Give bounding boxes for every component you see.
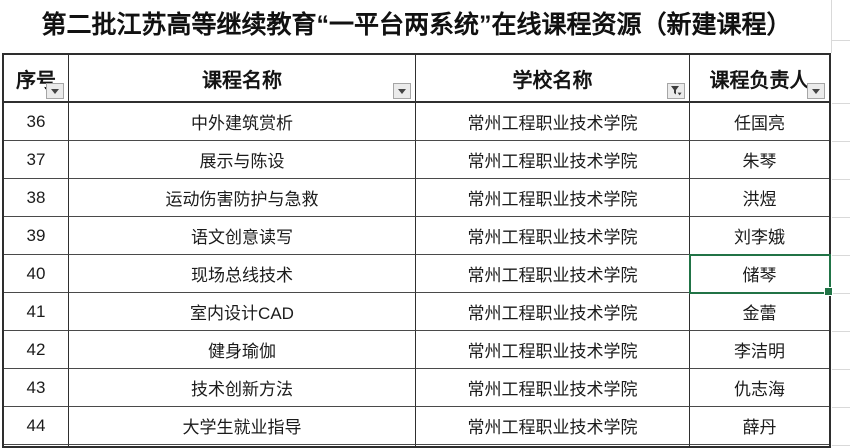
filter-dropdown-button-leader[interactable]	[807, 83, 825, 99]
header-label-leader: 课程负责人	[709, 69, 810, 92]
header-cell-school[interactable]: 学校名称	[416, 55, 690, 103]
cell-course-row-38[interactable]: 运动伤害防护与急救	[69, 179, 416, 217]
cell-no-row-37[interactable]: 37	[4, 141, 69, 179]
dropdown-arrow-icon	[51, 88, 59, 94]
filter-applied-icon	[671, 86, 682, 96]
cell-leader-row-41[interactable]: 金蕾	[690, 293, 829, 331]
dropdown-arrow-icon	[398, 88, 406, 94]
cell-empty[interactable]	[4, 445, 69, 446]
cell-no-row-38[interactable]: 38	[4, 179, 69, 217]
cell-no-row-39[interactable]: 39	[4, 217, 69, 255]
gridline	[832, 407, 850, 408]
header-label-course: 课程名称	[202, 69, 282, 92]
gridline	[832, 179, 850, 180]
gridline	[832, 445, 850, 446]
cell-course-row-44[interactable]: 大学生就业指导	[69, 407, 416, 445]
cell-empty[interactable]	[416, 445, 690, 446]
cell-school-row-39[interactable]: 常州工程职业技术学院	[416, 217, 690, 255]
cell-leader-row-36[interactable]: 任国亮	[690, 103, 829, 141]
gridline	[832, 293, 850, 294]
filter-dropdown-button-no[interactable]	[46, 83, 64, 99]
header-cell-no[interactable]: 序号	[4, 55, 69, 103]
cell-course-row-42[interactable]: 健身瑜伽	[69, 331, 416, 369]
cell-school-row-37[interactable]: 常州工程职业技术学院	[416, 141, 690, 179]
cell-school-row-38[interactable]: 常州工程职业技术学院	[416, 179, 690, 217]
cell-empty[interactable]	[690, 445, 829, 446]
cell-leader-row-44[interactable]: 薛丹	[690, 407, 829, 445]
gridline	[832, 40, 850, 41]
gridline	[832, 255, 850, 256]
gridline	[832, 103, 850, 104]
cell-school-row-40[interactable]: 常州工程职业技术学院	[416, 255, 690, 293]
gridline	[832, 331, 850, 332]
cell-no-row-41[interactable]: 41	[4, 293, 69, 331]
gridline	[832, 369, 850, 370]
header-cell-course[interactable]: 课程名称	[69, 55, 416, 103]
gridline	[831, 0, 832, 53]
gridline	[832, 217, 850, 218]
cell-leader-row-40[interactable]: 储琴	[690, 255, 829, 293]
cell-no-row-43[interactable]: 43	[4, 369, 69, 407]
cell-school-row-36[interactable]: 常州工程职业技术学院	[416, 103, 690, 141]
course-table: 序号 课程名称 学校名称 课程负责人	[2, 53, 831, 448]
cell-no-row-40[interactable]: 40	[4, 255, 69, 293]
cell-no-row-36[interactable]: 36	[4, 103, 69, 141]
filter-dropdown-button-course[interactable]	[393, 83, 411, 99]
header-label-school: 学校名称	[512, 69, 593, 92]
cell-leader-row-43[interactable]: 仇志海	[690, 369, 829, 407]
cell-school-row-41[interactable]: 常州工程职业技术学院	[416, 293, 690, 331]
gridline	[832, 141, 850, 142]
sheet-title-cell[interactable]: 第二批江苏高等继续教育“一平台两系统”在线课程资源（新建课程）	[41, 11, 792, 39]
cell-course-row-41[interactable]: 室内设计CAD	[69, 293, 416, 331]
cell-course-row-40[interactable]: 现场总线技术	[69, 255, 416, 293]
fill-handle[interactable]	[824, 287, 833, 296]
cell-leader-row-38[interactable]: 洪煜	[690, 179, 829, 217]
header-cell-leader[interactable]: 课程负责人	[690, 55, 829, 103]
cell-empty[interactable]	[69, 445, 416, 446]
dropdown-arrow-icon	[812, 88, 820, 94]
cell-school-row-42[interactable]: 常州工程职业技术学院	[416, 331, 690, 369]
cell-course-row-43[interactable]: 技术创新方法	[69, 369, 416, 407]
cell-leader-row-42[interactable]: 李洁明	[690, 331, 829, 369]
gridline-area	[831, 0, 850, 448]
cell-leader-row-37[interactable]: 朱琴	[690, 141, 829, 179]
cell-course-row-39[interactable]: 语文创意读写	[69, 217, 416, 255]
cell-school-row-43[interactable]: 常州工程职业技术学院	[416, 369, 690, 407]
filter-dropdown-button-school[interactable]	[667, 83, 685, 99]
cell-course-row-36[interactable]: 中外建筑赏析	[69, 103, 416, 141]
cell-course-row-37[interactable]: 展示与陈设	[69, 141, 416, 179]
cell-no-row-44[interactable]: 44	[4, 407, 69, 445]
cell-no-row-42[interactable]: 42	[4, 331, 69, 369]
cell-school-row-44[interactable]: 常州工程职业技术学院	[416, 407, 690, 445]
cell-leader-row-39[interactable]: 刘李娥	[690, 217, 829, 255]
